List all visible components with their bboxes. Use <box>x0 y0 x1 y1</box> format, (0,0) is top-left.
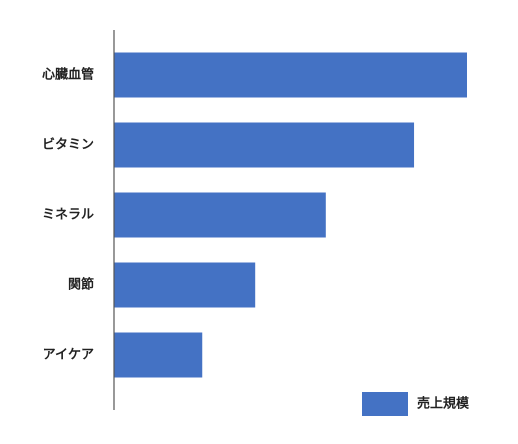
category-label: 関節 <box>68 277 94 293</box>
legend: 売上規模 <box>362 392 470 416</box>
category-label: 心臓血管 <box>42 67 94 83</box>
category-label: アイケア <box>43 348 94 363</box>
category-label: ミネラル <box>42 208 94 223</box>
bar-1 <box>114 52 467 98</box>
bars-group <box>114 52 467 378</box>
legend-label: 売上規模 <box>417 396 470 412</box>
category-label: ビタミン <box>42 137 94 153</box>
bar-5 <box>114 332 203 378</box>
bar-3 <box>114 192 326 238</box>
legend-swatch <box>362 392 408 416</box>
bar-2 <box>114 122 415 168</box>
bar-4 <box>114 262 256 308</box>
